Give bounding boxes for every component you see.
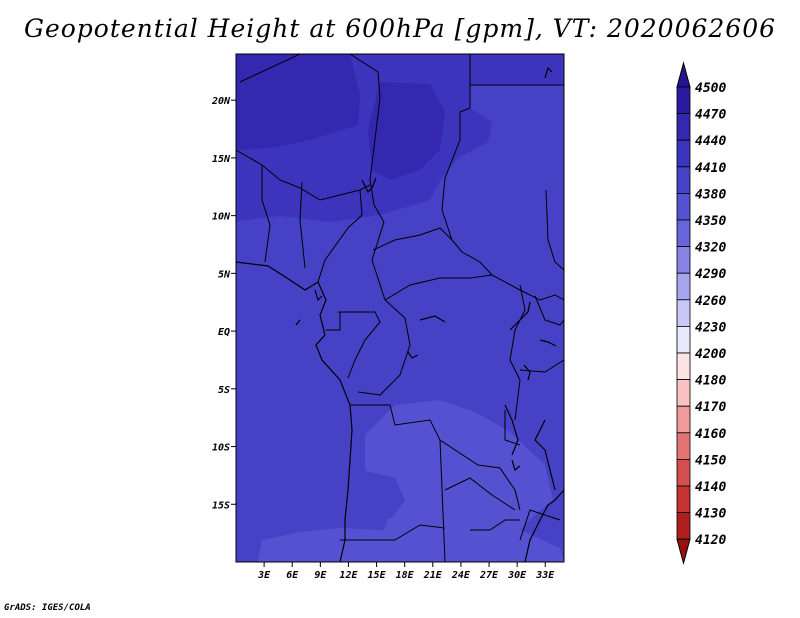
colorbar-swatch [676, 113, 691, 141]
lon-tick-label: 6E [286, 570, 299, 581]
lon-tick-label: 3E [257, 570, 271, 581]
geopotential-field [236, 54, 564, 562]
colorbar-label: 4320 [695, 241, 726, 256]
lon-tick-label: 30E [507, 570, 527, 581]
colorbar-swatch [676, 379, 691, 407]
lat-tick-label: 5S [218, 385, 230, 396]
lon-tick-label: 12E [339, 570, 358, 581]
latitude-axis: 20N 15N 10N 5N EQ 5S 10S 15S [211, 96, 236, 511]
colorbar-swatch [676, 272, 691, 301]
colorbar-label: 4150 [695, 453, 726, 468]
country-borders [236, 54, 564, 562]
colorbar-bottom-arrow [676, 538, 691, 566]
field-4470-north [236, 54, 360, 150]
colorbar-swatch [676, 432, 691, 460]
colorbar-swatch [676, 512, 691, 540]
colorbar-swatch [676, 299, 691, 327]
colorbar-label: 4230 [695, 320, 726, 335]
colorbar: 4500 4470 4440 4410 4380 4350 4320 4290 4260 4230… [676, 61, 726, 566]
lat-tick-label: 20N [211, 96, 231, 107]
lat-tick-label: 15S [212, 500, 230, 511]
colorbar-swatch [676, 219, 691, 248]
lat-tick-label: EQ [218, 327, 230, 338]
colorbar-label: 4290 [695, 267, 726, 282]
lon-tick-label: 27E [479, 570, 499, 581]
colorbar-label: 4140 [695, 480, 726, 495]
grads-credit: GrADS: IGES/COLA [4, 603, 91, 613]
colorbar-label: 4130 [695, 507, 726, 522]
colorbar-label: 4160 [695, 427, 726, 442]
field-4470-ne [368, 82, 445, 180]
map-frame [235, 53, 565, 563]
field-4410-south-patch [358, 470, 405, 525]
lon-tick-label: 21E [423, 570, 443, 581]
colorbar-swatch [676, 166, 691, 194]
map-title: Geopotential Height at 600hPa [gpm], VT:… [23, 14, 777, 43]
colorbar-swatch [676, 139, 691, 168]
colorbar-label: 4380 [695, 187, 726, 202]
colorbar-swatch [676, 246, 691, 274]
lat-tick-label: 10N [212, 212, 231, 223]
colorbar-label: 4350 [695, 214, 726, 229]
colorbar-label: 4410 [695, 161, 726, 176]
lon-tick-label: 18E [396, 570, 415, 581]
lat-tick-label: 10S [212, 443, 230, 454]
lat-tick-label: 15N [212, 154, 231, 165]
colorbar-swatch [676, 352, 691, 381]
longitude-axis: 3E 6E 9E 12E 15E 18E 21E 24E 27E 30E 33E [257, 562, 555, 581]
colorbar-swatch [676, 192, 691, 221]
field-4380-southwest [258, 528, 440, 562]
colorbar-label: 4260 [695, 294, 726, 309]
colorbar-label: 4170 [695, 400, 726, 415]
lon-tick-label: 9E [314, 570, 327, 581]
colorbar-top-arrow [676, 61, 691, 88]
colorbar-label: 4500 [695, 81, 726, 96]
colorbar-label: 4440 [695, 134, 726, 149]
colorbar-swatch [676, 458, 691, 487]
colorbar-label: 4120 [695, 533, 726, 548]
lon-tick-label: 15E [368, 570, 387, 581]
colorbar-swatch [676, 325, 691, 354]
colorbar-label: 4180 [695, 374, 726, 389]
lon-tick-label: 24E [451, 570, 471, 581]
lat-tick-label: 5N [218, 269, 231, 280]
colorbar-label: 4200 [695, 347, 726, 362]
lon-tick-label: 33E [535, 570, 555, 581]
colorbar-swatch [676, 485, 691, 514]
colorbar-swatch [676, 405, 691, 434]
colorbar-label: 4470 [695, 108, 726, 123]
coastline [236, 66, 564, 562]
colorbar-swatch [676, 86, 691, 115]
